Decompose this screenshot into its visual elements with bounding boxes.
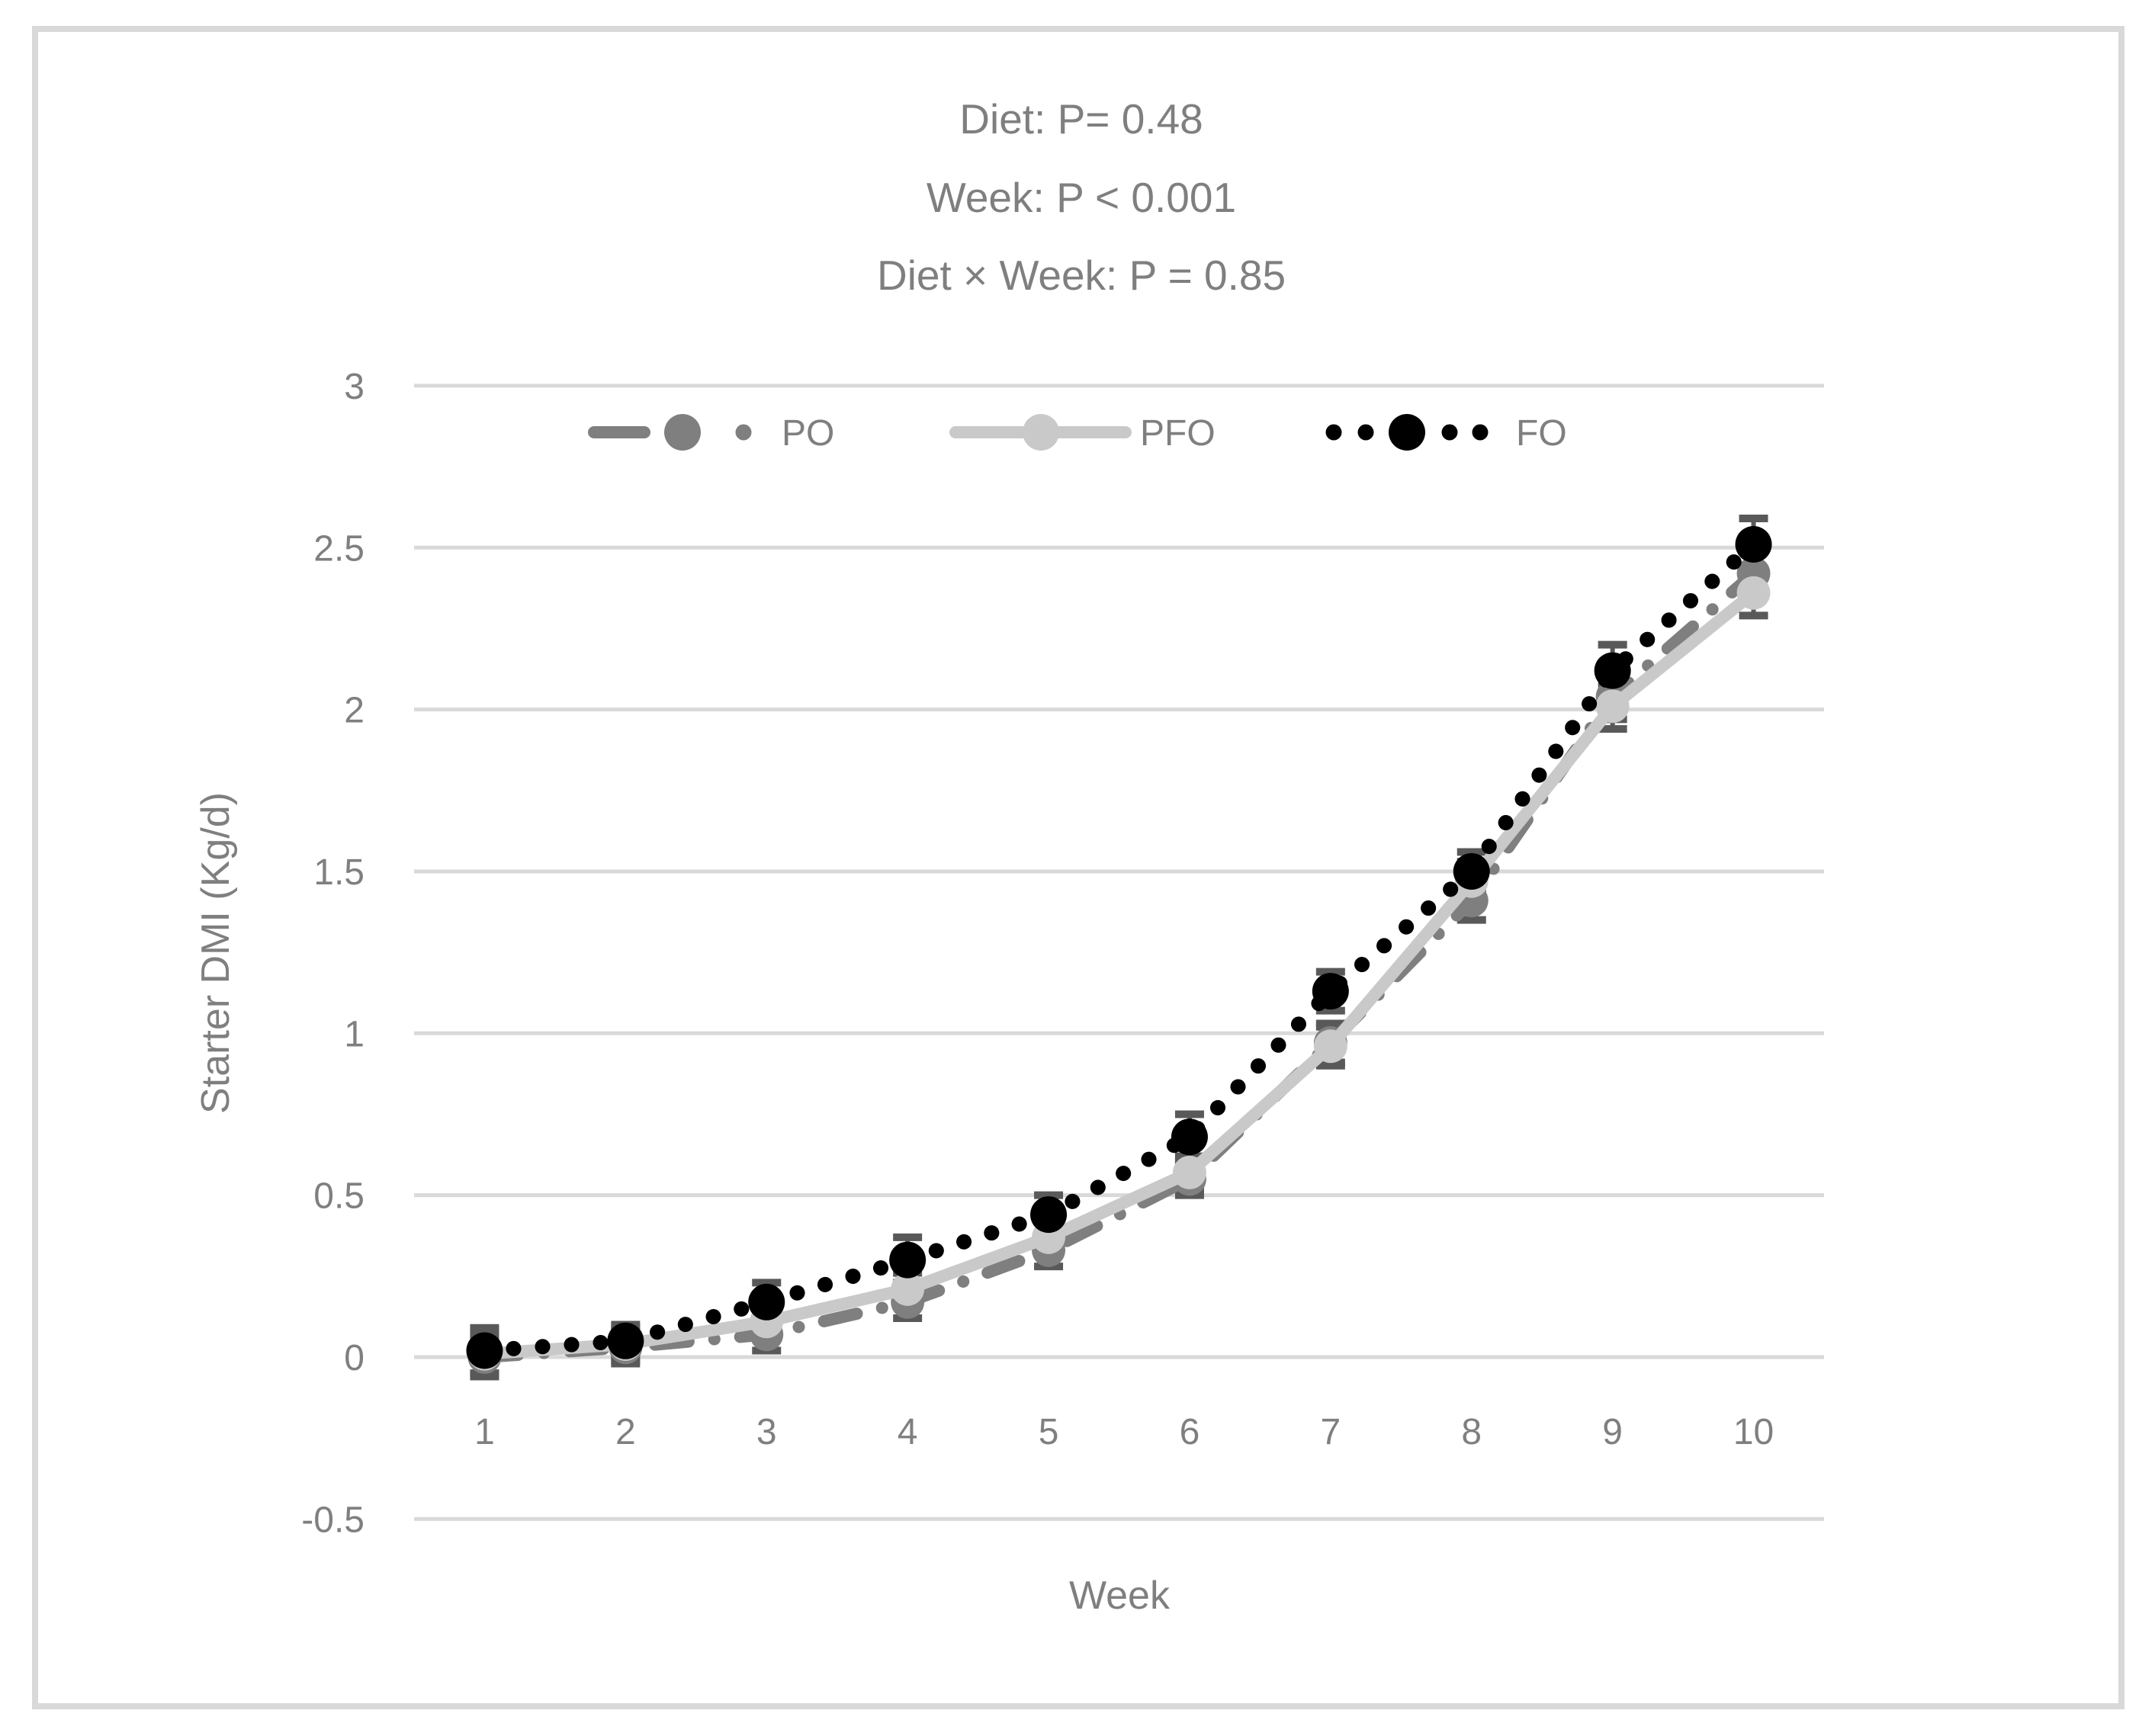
- y-tick-label: 0: [344, 1338, 365, 1378]
- data-point-marker-PFO: [891, 1272, 925, 1306]
- legend-line-dot: [1441, 424, 1458, 441]
- data-point-marker-FO: [1735, 526, 1772, 563]
- legend-line-dot: [1472, 424, 1489, 441]
- data-point-marker-PFO: [1595, 689, 1630, 724]
- y-axis-title: Starter DMI (Kg/d): [194, 792, 238, 1114]
- x-tick-label: 1: [474, 1412, 495, 1452]
- chart-title-line2: Week: P < 0.001: [927, 174, 1236, 221]
- x-axis-title: Week: [1069, 1574, 1171, 1618]
- x-tick-label: 3: [756, 1412, 777, 1452]
- x-tick-label: 6: [1180, 1412, 1200, 1452]
- data-point-marker-PFO: [1172, 1155, 1206, 1189]
- legend-line-dot: [1357, 424, 1374, 441]
- y-tick-label: 2: [344, 691, 365, 731]
- x-tick-label: 4: [898, 1412, 918, 1452]
- legend-item-FO: FO: [1325, 413, 1567, 454]
- legend-marker: [1023, 414, 1059, 451]
- figure-border: [32, 26, 2124, 1709]
- y-tick-label: 0.5: [313, 1176, 365, 1217]
- legend: PO PFO FO: [588, 413, 1567, 454]
- data-point-marker-FO: [1453, 852, 1490, 890]
- data-point-marker-FO: [1030, 1196, 1068, 1234]
- x-tick-label: 2: [615, 1412, 636, 1452]
- x-tick-label: 9: [1602, 1412, 1623, 1452]
- legend-item-PFO: PFO: [949, 413, 1216, 454]
- legend-label: PFO: [1140, 413, 1216, 454]
- chart-title: Diet: P= 0.48 Week: P < 0.001 Diet × Wee…: [877, 95, 1286, 299]
- data-point-marker-FO: [889, 1241, 927, 1279]
- legend-line-dot: [735, 424, 752, 441]
- chart-title-line3: Diet × Week: P = 0.85: [877, 252, 1286, 299]
- y-tick-label: 3: [344, 367, 365, 407]
- y-tick-label: 2.5: [313, 528, 365, 569]
- legend-line-dot: [1325, 424, 1342, 441]
- data-point-marker-PFO: [1313, 1029, 1347, 1064]
- series-line-FO: [477, 537, 1762, 1359]
- legend-item-PO: PO: [588, 413, 834, 454]
- y-tick-label: -0.5: [301, 1500, 365, 1540]
- data-point-marker-FO: [1171, 1118, 1208, 1156]
- y-axis-labels: -0.5 0 0.5 1 1.5 2 2.5 3: [301, 367, 365, 1540]
- x-tick-label: 8: [1461, 1412, 1482, 1452]
- data-point-marker-FO: [1594, 652, 1631, 689]
- legend-marker: [1389, 414, 1425, 451]
- data-point-marker-FO: [748, 1283, 785, 1320]
- data-point-marker-PFO: [1736, 576, 1771, 610]
- y-tick-label: 1.5: [313, 852, 365, 893]
- y-tick-label: 1: [344, 1014, 365, 1054]
- data-point-marker-FO: [1312, 973, 1349, 1010]
- x-tick-label: 10: [1733, 1412, 1774, 1452]
- data-point-marker-FO: [607, 1322, 644, 1359]
- x-axis-labels: 1 2 3 4 5 6 7 8 9 10: [474, 1412, 1774, 1452]
- x-tick-label: 7: [1320, 1412, 1341, 1452]
- series-layer: [466, 526, 1772, 1374]
- series-line-PFO: [478, 586, 1760, 1360]
- legend-marker: [664, 414, 701, 451]
- legend-label: FO: [1516, 413, 1567, 454]
- data-point-marker-FO: [466, 1332, 503, 1369]
- chart-title-line1: Diet: P= 0.48: [959, 95, 1203, 143]
- legend-label: PO: [782, 413, 834, 454]
- x-tick-label: 5: [1039, 1412, 1059, 1452]
